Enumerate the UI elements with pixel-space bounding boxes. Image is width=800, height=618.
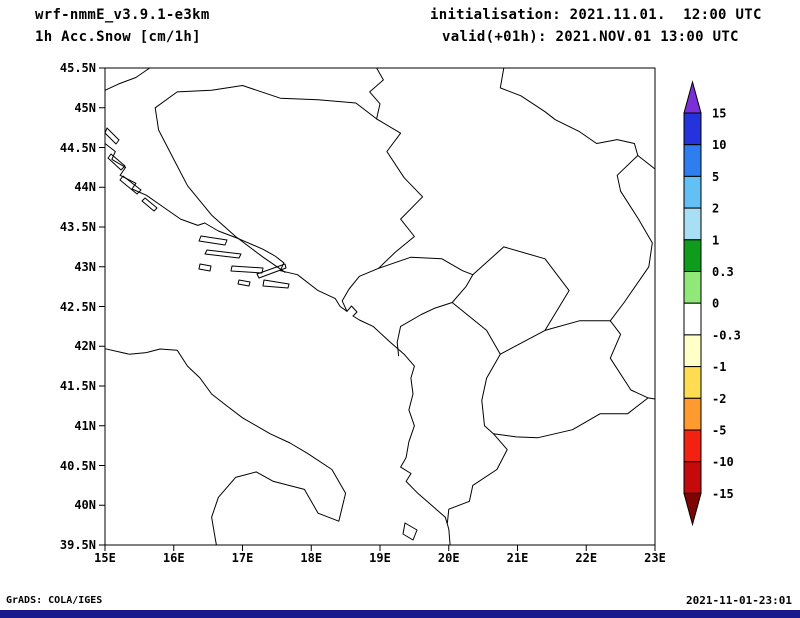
colorbar-arrow-bottom: [683, 492, 702, 527]
x-tick-label: 15E: [94, 551, 116, 565]
bottom-window-strip: [0, 610, 800, 618]
border-serbia-romania-path: [499, 67, 639, 192]
colorbar-tick-label: 10: [712, 138, 726, 152]
colorbar-segment: [683, 461, 702, 494]
border-croatia-serbia-path: [369, 67, 384, 120]
y-tick-label: 45N: [74, 100, 96, 115]
valid-time-text: valid(+01h): 2021.NOV.01 13:00 UTC: [442, 29, 739, 45]
x-tick-label: 16E: [162, 551, 185, 565]
field-title: 1h Acc.Snow [cm/1h]: [35, 29, 201, 45]
colorbar-segment: [683, 207, 702, 241]
border-montenegro-serbia-path: [378, 256, 474, 276]
colorbar-segment: [683, 239, 702, 273]
y-tick-label: 40N: [74, 498, 96, 513]
border-macedonia-path: [492, 320, 649, 439]
y-tick-label: 39.5N: [59, 538, 96, 552]
y-tick-label: 44.5N: [59, 140, 96, 155]
adriatic-coastline-path: [104, 143, 451, 546]
colorbar-tick-label: -2: [712, 392, 726, 406]
border-croatia-bosnia-path: [154, 85, 378, 273]
border-albania-east-path: [446, 353, 508, 524]
y-tick-label: 41.5N: [59, 379, 96, 393]
border-greece-bulgaria-path: [647, 397, 656, 400]
colorbar-segment: [683, 175, 702, 209]
colorbar-segment: [683, 334, 702, 368]
colorbar-segment: [683, 366, 702, 399]
colorbar-arrow-top: [683, 80, 702, 114]
axis-ticks: [99, 67, 656, 551]
y-tick-label: 45.5N: [59, 61, 96, 75]
colorbar-tick-label: -5: [712, 424, 726, 438]
y-tick-label: 41N: [74, 418, 96, 433]
colorbar-segment: [683, 144, 702, 177]
colorbar-tick-label: 0: [712, 297, 719, 311]
y-tick-label: 40.5N: [59, 458, 96, 473]
x-tick-label: 22E: [575, 551, 598, 565]
colorbar-tick-label: 1: [712, 233, 719, 247]
map-frame: [104, 67, 656, 546]
x-tick-label: 17E: [231, 551, 254, 565]
border-serbia-bulgaria-path: [609, 190, 653, 322]
x-tick-label: 21E: [506, 551, 529, 565]
colorbar-tick-label: -0.3: [712, 328, 741, 342]
colorbar-segment: [683, 429, 702, 463]
creation-timestamp: 2021-11-01-23:01: [686, 594, 792, 607]
y-tick-label: 42.5N: [59, 299, 96, 314]
border-romania-bulgaria-path: [637, 155, 656, 170]
colorbar-tick-label: 5: [712, 170, 719, 184]
border-bosnia-serbia-path: [376, 118, 424, 269]
border-montenegro-albania-path: [396, 302, 453, 357]
colorbar-tick-label: 15: [712, 107, 726, 121]
border-kosovo-loop-path: [451, 246, 570, 355]
model-title: wrf-nmmE_v3.9.1-e3km: [35, 7, 210, 23]
initialisation-text: initialisation: 2021.11.01. 12:00 UTC: [430, 7, 762, 23]
islands-path: [104, 127, 418, 541]
colorbar: 15 10 5 2 1 0.3 0 -0.3 -1 -2 -5 -10 -15: [683, 80, 741, 527]
y-tick-label: 44N: [74, 180, 96, 195]
y-tick-label: 43N: [74, 259, 96, 274]
y-tick-label: 43.5N: [59, 220, 96, 234]
colorbar-tick-label: 0.3: [712, 265, 734, 279]
map-plot: [99, 67, 656, 551]
y-tick-label: 42N: [74, 339, 96, 354]
border-bosnia-montenegro-path: [341, 267, 380, 312]
x-tick-label: 20E: [437, 551, 460, 565]
border-slovenia-croatia-path: [104, 67, 151, 91]
colorbar-tick-label: -1: [712, 360, 726, 374]
x-tick-label: 19E: [369, 551, 391, 565]
colorbar-segment: [683, 112, 702, 146]
colorbar-tick-label: 2: [712, 202, 719, 216]
colorbar-tick-label: -15: [712, 487, 734, 501]
x-tick-label: 18E: [300, 551, 323, 565]
colorbar-segment: [683, 397, 702, 431]
x-tick-label: 23E: [644, 551, 666, 565]
colorbar-tick-label: -10: [712, 455, 734, 469]
colorbar-segment: [683, 271, 702, 304]
colorbar-segment: [683, 302, 702, 336]
grads-credit: GrADS: COLA/IGES: [6, 595, 103, 606]
italy-coastline-path: [104, 348, 347, 546]
